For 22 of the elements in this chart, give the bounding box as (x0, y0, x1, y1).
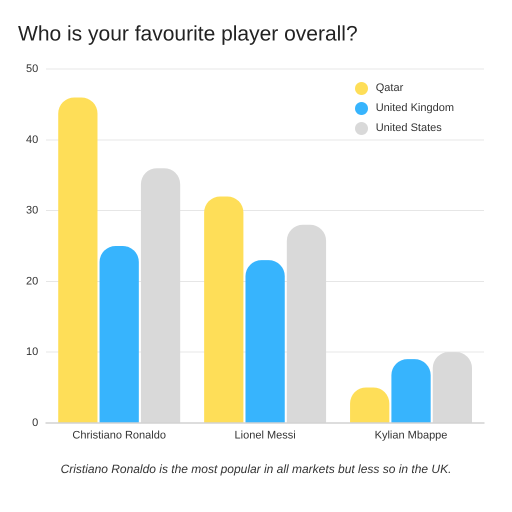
y-tick-label: 40 (26, 134, 38, 146)
y-tick-label: 30 (26, 204, 38, 217)
x-tick-label: Kylian Mbappe (374, 429, 448, 442)
legend-label: United States (376, 122, 442, 134)
y-tick-label: 50 (26, 63, 38, 76)
bar (432, 352, 472, 422)
x-tick-label: Christiano Ronaldo (72, 429, 166, 442)
bar (286, 224, 326, 422)
chart-title: Who is your favourite player overall? (18, 22, 358, 46)
bar (140, 168, 180, 422)
x-tick-label: Lionel Messi (234, 429, 296, 442)
y-tick-label: 20 (26, 275, 38, 288)
bar (58, 97, 98, 422)
legend-label: Qatar (376, 82, 404, 94)
bar (204, 196, 244, 422)
legend-label: United Kingdom (376, 102, 454, 114)
text: Cristiano Ronaldo is the most popular in all markets but less so in the UK. (60, 462, 452, 476)
y-tick-label: 0 (32, 416, 38, 429)
bar (245, 260, 285, 422)
y-tick-label: 10 (26, 346, 38, 358)
bar (100, 246, 139, 422)
bar (391, 359, 431, 422)
